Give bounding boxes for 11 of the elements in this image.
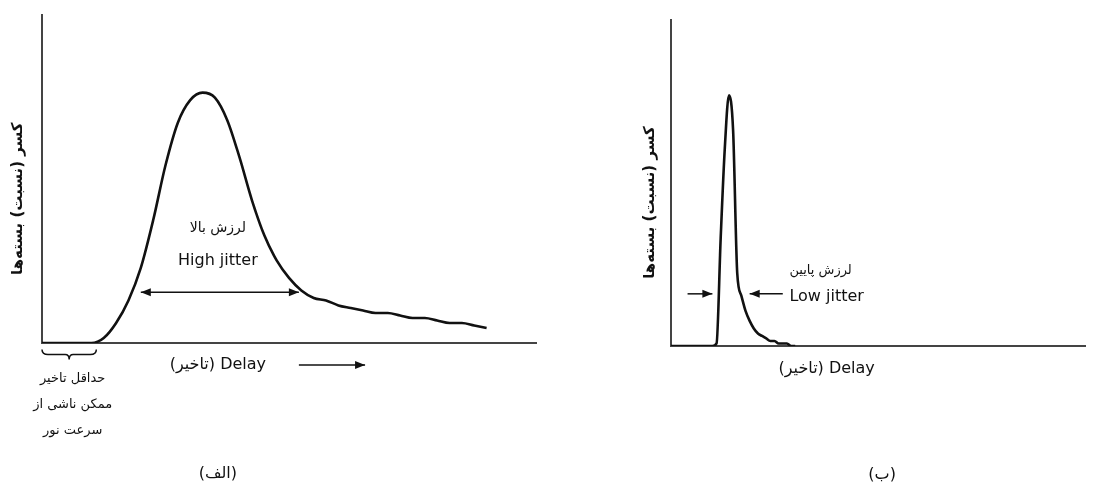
text: حداقل تاخیر ممکن ناشی از سرعت نور bbox=[32, 370, 113, 439]
annotation: لرزش بالا bbox=[189, 218, 247, 236]
annotation: High jitter bbox=[178, 250, 259, 270]
x-axis-title: (تاخیر) Delay bbox=[778, 357, 875, 378]
y-axis-title: کسر (نسبت) بسته‌ها bbox=[639, 126, 658, 279]
text: (الف) bbox=[198, 463, 238, 483]
text: (ب) bbox=[868, 463, 896, 483]
x-axis-title: (تاخیر) Delay bbox=[169, 354, 267, 375]
y-axis-title: کسر (نسبت) بسته‌ها bbox=[7, 122, 26, 275]
annotation: Low jitter bbox=[789, 286, 865, 306]
annotation: لرزش پایین bbox=[789, 262, 852, 279]
